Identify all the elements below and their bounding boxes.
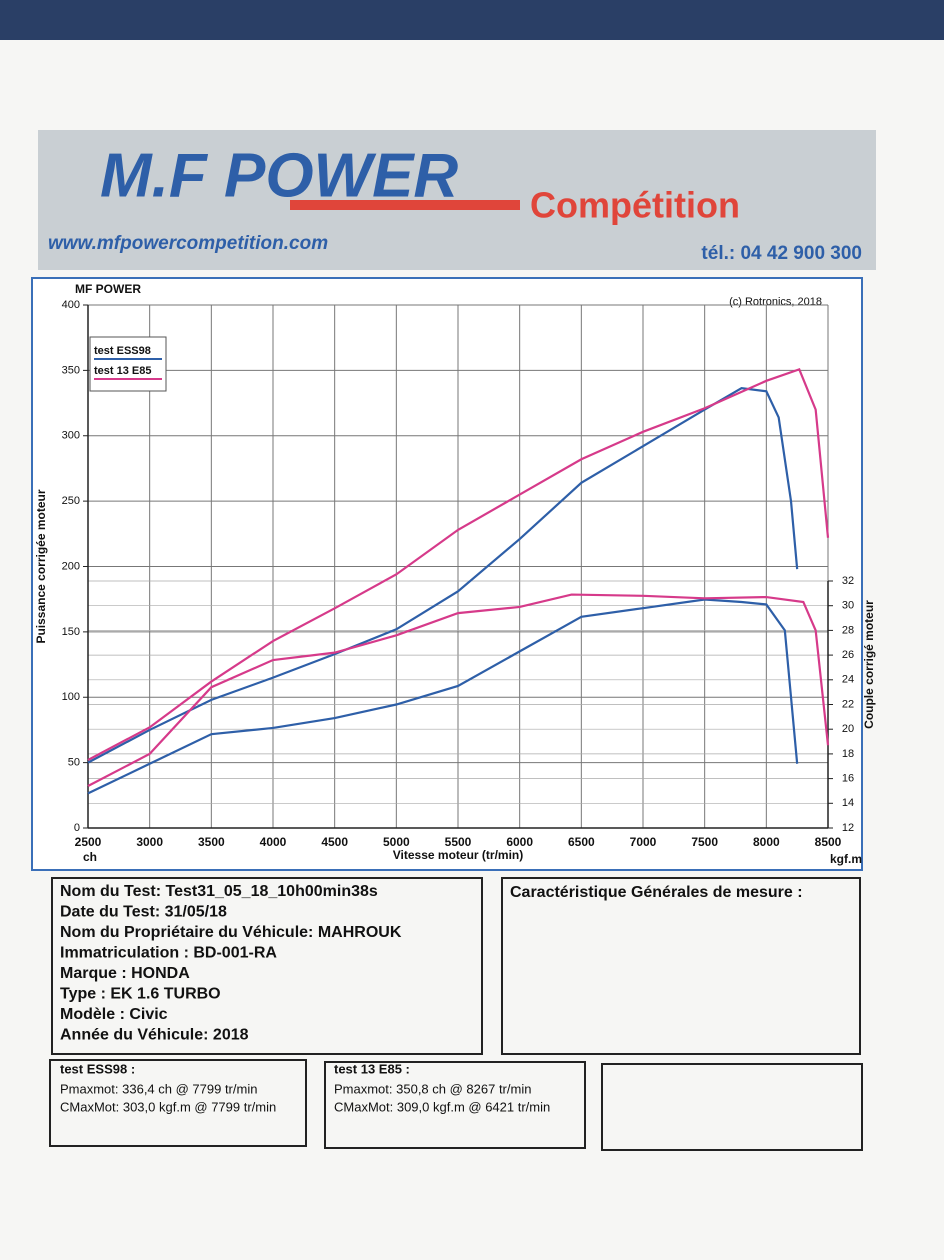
test-line: CMaxMot: 303,0 kgf.m @ 7799 tr/min [60,1099,276,1114]
x-tick-label: 7500 [691,835,718,849]
y2-axis-label: Couple corrigé moteur [862,600,876,729]
info-row: Date du Test: 31/05/18 [60,904,227,921]
x-tick-label: 5500 [445,835,472,849]
y2-tick-label: 28 [842,624,854,636]
subbrand: Compétition [530,185,740,226]
y-tick-label: 400 [62,299,80,311]
background [0,0,944,45]
test-line: Pmaxmot: 350,8 ch @ 8267 tr/min [334,1081,531,1096]
x-tick-label: 4500 [321,835,348,849]
x-tick-label: 6500 [568,835,595,849]
x-axis-label: Vitesse moteur (tr/min) [393,848,523,862]
y2-tick-label: 12 [842,822,854,834]
empty-box [601,1063,863,1151]
x-tick-label: 2500 [75,835,102,849]
y2-unit: kgf.m [830,852,862,866]
y2-tick-label: 26 [842,649,854,661]
test-box [49,1059,307,1147]
phone: tél.: 04 42 900 300 [701,243,862,264]
series-line [87,367,830,761]
y2-tick-label: 18 [842,748,854,760]
y-tick-label: 300 [62,430,80,442]
x-tick-label: 3000 [136,835,163,849]
info-row: Année du Véhicule: 2018 [60,1027,249,1044]
y-axis-label: Puissance corrigée moteur [34,489,48,643]
test-title: test ESS98 : [60,1061,135,1076]
series-line [87,593,830,787]
chart-frame [31,277,863,871]
legend-label: test 13 E85 [94,365,151,377]
y-tick-label: 150 [62,626,80,638]
y2-tick-label: 14 [842,797,854,809]
info-row: Immatriculation : BD-001-RA [60,945,277,962]
y2-tick-label: 30 [842,600,854,612]
info-row: Nom du Test: Test31_05_18_10h00min38s [60,883,378,900]
y2-tick-label: 20 [842,723,854,735]
y2-tick-label: 24 [842,674,854,686]
measure-title: Caractéristique Générales de mesure : [510,884,803,901]
y-unit: ch [83,850,97,864]
info-box [51,877,483,1055]
x-tick-label: 5000 [383,835,410,849]
website: www.mfpowercompetition.com [48,233,328,254]
y-tick-label: 350 [62,364,80,376]
test-line: Pmaxmot: 336,4 ch @ 7799 tr/min [60,1081,257,1096]
test-box [324,1061,586,1149]
y-tick-label: 100 [62,691,80,703]
chart-note: (c) Rotronics, 2018 [729,296,822,308]
y2-tick-label: 32 [842,575,854,587]
y-tick-label: 200 [62,560,80,572]
chart-title: MF POWER [75,282,141,296]
info-row: Marque : HONDA [60,965,190,982]
x-tick-label: 6000 [506,835,533,849]
info-row: Type : EK 1.6 TURBO [60,986,221,1003]
brand: M.F POWER [100,141,458,210]
info-row: Nom du Propriétaire du Véhicule: MAHROUK [60,924,402,941]
x-tick-label: 8000 [753,835,780,849]
y-tick-label: 250 [62,495,80,507]
y2-tick-label: 22 [842,698,854,710]
test-title: test 13 E85 : [334,1061,410,1076]
legend-box [89,336,167,392]
x-tick-label: 3500 [198,835,225,849]
legend-label: test ESS98 [94,345,151,357]
test-line: CMaxMot: 309,0 kgf.m @ 6421 tr/min [334,1099,550,1114]
measure-box [501,877,861,1055]
x-tick-label: 7000 [630,835,657,849]
y-tick-label: 50 [68,757,80,769]
x-tick-label: 4000 [260,835,287,849]
series-line [87,598,799,795]
x-tick-label: 8500 [815,835,842,849]
y2-tick-label: 16 [842,773,854,785]
series-line [87,387,799,764]
y-tick-label: 0 [74,822,80,834]
brand-stripe [290,200,520,210]
info-row: Modèle : Civic [60,1006,168,1023]
